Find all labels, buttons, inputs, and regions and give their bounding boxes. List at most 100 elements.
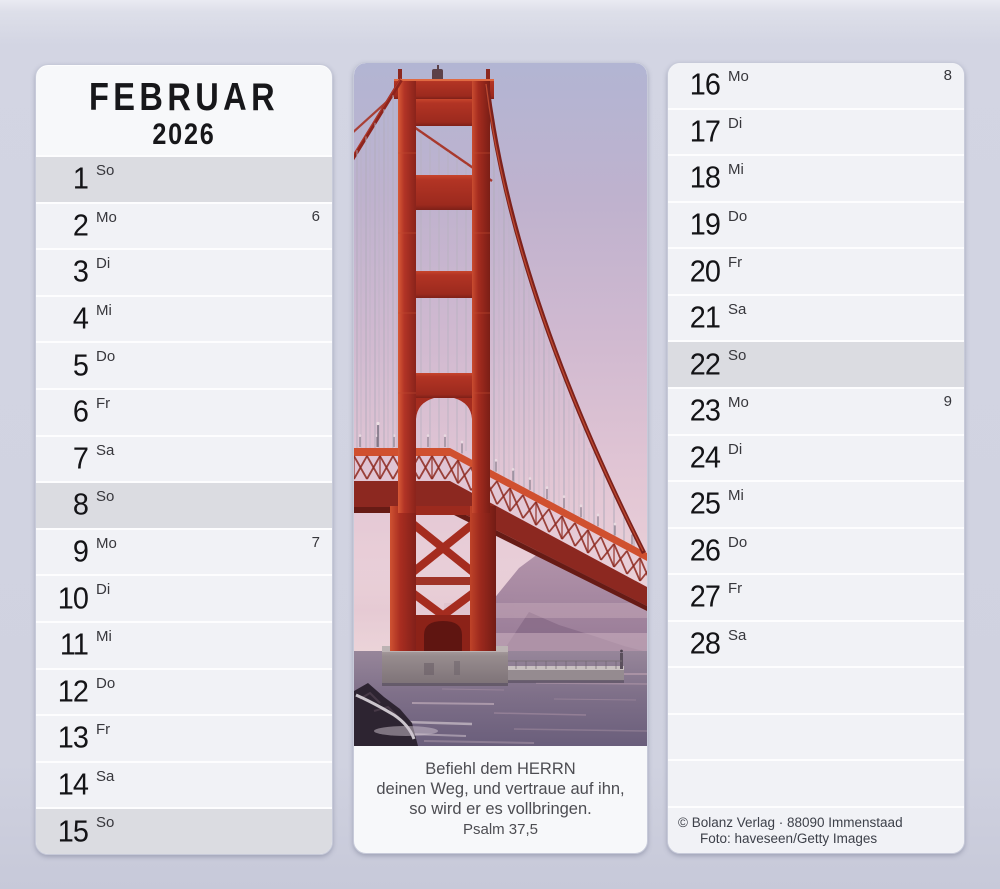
date-row-19: 19 Do <box>668 200 964 248</box>
left-date-rows: 1 So 2 Mo 6 3 Di 4 Mi 5 Do 6 Fr 7 Sa 8 So 9 Mo 7 10 Di 11 Mi 12 D… <box>36 155 332 854</box>
date-row-23: 23 Mo 9 <box>668 386 964 434</box>
weekday-abbreviation: Fr <box>96 721 111 739</box>
date-row-15: 15 So <box>36 807 332 854</box>
day-number: 1 <box>72 160 89 196</box>
weekday-abbreviation: Sa <box>728 626 747 644</box>
week-number: 6 <box>311 207 320 225</box>
date-row-9: 9 Mo 7 <box>36 527 332 575</box>
date-row-21: 21 Sa <box>668 293 964 341</box>
year: 2026 <box>152 118 216 151</box>
day-number: 14 <box>57 766 89 802</box>
day-number: 6 <box>72 393 89 429</box>
day-number: 3 <box>72 253 89 289</box>
date-row-12: 12 Do <box>36 667 332 715</box>
date-row-11: 11 Mi <box>36 620 332 668</box>
photo-panel: Befiehl dem HERRN deinen Weg, und vertrau… <box>353 62 648 854</box>
date-row-13: 13 Fr <box>36 714 332 761</box>
verse-reference: Psalm 37,5 <box>462 821 539 838</box>
empty-row <box>668 759 964 806</box>
calendar-left-panel: FEBRUAR 2026 1 So 2 Mo 6 3 Di 4 Mi 5 Do 6 Fr 7 Sa 8 So 9 M… <box>35 64 333 855</box>
date-row-8: 8 So <box>36 481 332 528</box>
day-number: 2 <box>72 207 89 243</box>
week-number: 8 <box>943 67 952 84</box>
day-number: 21 <box>689 299 721 335</box>
weekday-abbreviation: Sa <box>96 767 115 785</box>
day-number: 10 <box>57 579 89 615</box>
date-row-7: 7 Sa <box>36 434 332 482</box>
calendar-right-panel: 16 Mo 8 17 Di 18 Mi 19 Do 20 Fr 21 Sa 22 So 23 Mo 9 24 Di 25… <box>667 62 965 854</box>
date-row-26: 26 Do <box>668 526 964 574</box>
weekday-abbreviation: Do <box>728 533 748 551</box>
date-row-17: 17 Di <box>668 107 964 155</box>
weekday-abbreviation: Di <box>728 440 743 458</box>
date-row-18: 18 Mi <box>668 154 964 201</box>
verse-text: Befiehl dem HERRN deinen Weg, und vertrau… <box>354 759 647 819</box>
golden-gate-bridge-photo <box>354 63 647 746</box>
day-number: 16 <box>689 66 721 102</box>
empty-row <box>668 712 964 760</box>
day-number: 25 <box>689 485 721 521</box>
bible-verse: Befiehl dem HERRN deinen Weg, und vertrau… <box>354 746 647 853</box>
weekday-abbreviation: Do <box>728 207 748 225</box>
weekday-abbreviation: Fr <box>728 254 743 272</box>
verse-line: Befiehl dem HERRN <box>425 760 576 778</box>
publisher-credit: © Bolanz Verlag · 88090 Immenstaad Foto:… <box>668 806 964 853</box>
date-row-1: 1 So <box>36 155 332 202</box>
publisher-line: © Bolanz Verlag · 88090 Immenstaad <box>678 815 903 830</box>
month-header: FEBRUAR 2026 <box>36 65 332 155</box>
week-number: 9 <box>943 392 952 410</box>
weekday-abbreviation: Fr <box>728 580 743 598</box>
week-number: 7 <box>311 533 320 551</box>
weekday-abbreviation: Mo <box>728 393 749 411</box>
weekday-abbreviation: Do <box>96 674 116 692</box>
weekday-abbreviation: Mi <box>728 487 744 505</box>
verse-line: deinen Weg, und vertraue auf ihn, <box>376 780 625 798</box>
weekday-abbreviation: Mo <box>728 68 749 85</box>
weekday-abbreviation: Fr <box>96 394 111 412</box>
weekday-abbreviation: Di <box>96 581 111 599</box>
date-row-16: 16 Mo 8 <box>668 63 964 108</box>
date-row-28: 28 Sa <box>668 619 964 667</box>
weekday-abbreviation: Sa <box>728 300 747 318</box>
weekday-abbreviation: Mi <box>96 301 112 319</box>
day-number: 13 <box>57 719 89 755</box>
day-number: 15 <box>57 812 89 848</box>
weekday-abbreviation: Di <box>96 255 111 273</box>
day-number: 9 <box>72 533 89 569</box>
day-number: 20 <box>689 252 721 288</box>
day-number: 22 <box>689 345 721 381</box>
weekday-abbreviation: Do <box>96 348 116 366</box>
date-row-4: 4 Mi <box>36 294 332 342</box>
empty-row <box>668 666 964 713</box>
day-number: 24 <box>689 439 721 475</box>
day-number: 12 <box>57 673 89 709</box>
day-number: 17 <box>689 113 721 149</box>
date-row-20: 20 Fr <box>668 247 964 294</box>
weekday-abbreviation: So <box>96 162 115 179</box>
day-number: 7 <box>72 440 89 476</box>
weekday-abbreviation: So <box>728 347 747 365</box>
weekday-abbreviation: Mo <box>96 534 117 552</box>
verse-line: so wird er es vollbringen. <box>409 800 592 818</box>
day-number: 5 <box>72 346 89 382</box>
day-number: 28 <box>689 625 721 661</box>
day-number: 19 <box>689 206 721 242</box>
bridge-illustration <box>354 63 647 746</box>
date-row-3: 3 Di <box>36 248 332 295</box>
date-row-5: 5 Do <box>36 341 332 388</box>
weekday-abbreviation: Di <box>728 114 743 132</box>
day-number: 23 <box>689 392 721 428</box>
weekday-abbreviation: So <box>96 488 115 506</box>
weekday-abbreviation: Mo <box>96 208 117 226</box>
weekday-abbreviation: Mi <box>728 161 744 179</box>
weekday-abbreviation: Sa <box>96 441 115 459</box>
date-row-10: 10 Di <box>36 574 332 621</box>
date-row-6: 6 Fr <box>36 387 332 435</box>
month-name: FEBRUAR <box>89 75 279 119</box>
day-number: 27 <box>689 578 721 614</box>
day-number: 8 <box>72 486 89 522</box>
date-row-22: 22 So <box>668 340 964 387</box>
date-row-25: 25 Mi <box>668 480 964 527</box>
date-row-24: 24 Di <box>668 433 964 481</box>
